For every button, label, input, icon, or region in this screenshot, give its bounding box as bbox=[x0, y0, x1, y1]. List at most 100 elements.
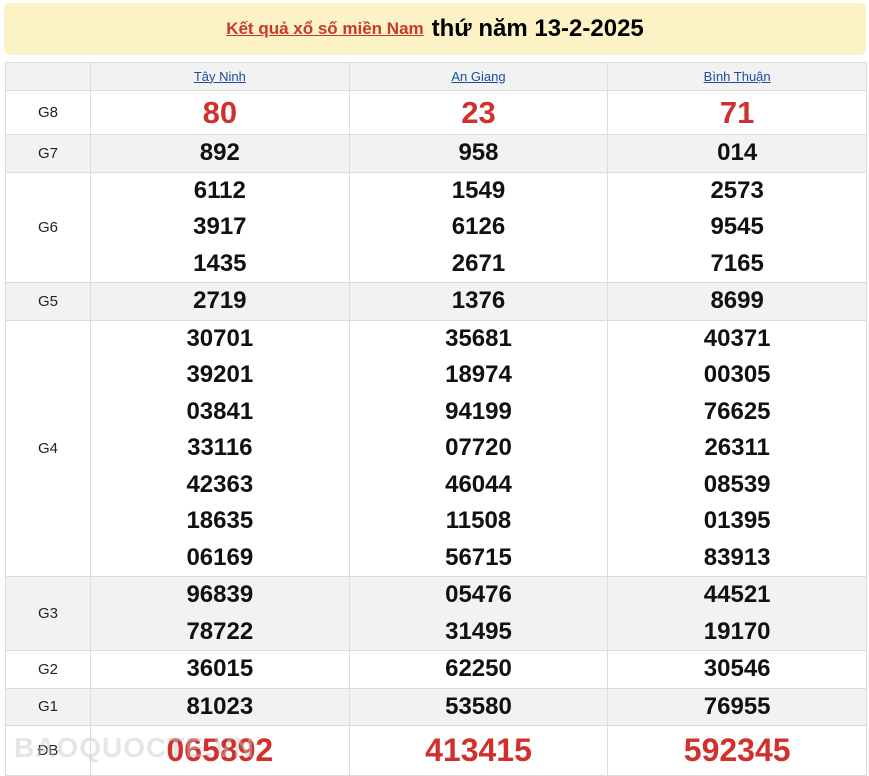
province-link-tay-ninh[interactable]: Tây Ninh bbox=[193, 68, 246, 84]
prize-cell: 30546 bbox=[607, 650, 867, 689]
prize-number: 1376 bbox=[451, 287, 506, 314]
prize-cell: 40371 00305 76625 26311 08539 01395 83913 bbox=[607, 319, 867, 577]
prize-cell: 014 bbox=[607, 134, 867, 173]
prize-number: 08539 bbox=[703, 470, 771, 498]
prize-number: 18635 bbox=[186, 507, 254, 534]
prize-cell: 892 bbox=[90, 134, 350, 173]
prize-number: 07720 bbox=[445, 434, 512, 461]
prize-row-g7: G7 892 958 014 bbox=[5, 134, 867, 173]
prize-row-g4: G4 30701 39201 03841 33116 42363 18635 06169 356… bbox=[5, 319, 867, 577]
prize-cell: 80 bbox=[90, 90, 350, 135]
prize-number: 6112 bbox=[193, 176, 246, 204]
prize-row-g8: G8 80 23 71 bbox=[5, 90, 867, 135]
prize-cell: 96839 78722 bbox=[90, 576, 350, 651]
results-title-bar: Kết quả xổ số miền Nam thứ năm 13-2-2025 bbox=[4, 3, 866, 55]
prize-cell: 1549 6126 2671 bbox=[348, 171, 609, 283]
prize-number: 81023 bbox=[186, 692, 254, 720]
prize-number: 065892 bbox=[166, 732, 274, 768]
prize-cell: 44521 19170 bbox=[607, 576, 867, 651]
prize-label: G3 bbox=[5, 576, 91, 651]
prize-cell: 81023 bbox=[90, 687, 350, 726]
results-title-link[interactable]: Kết quả xổ số miền Nam bbox=[226, 19, 424, 38]
prize-cell: 36015 bbox=[90, 650, 350, 689]
prize-number: 76625 bbox=[703, 397, 771, 425]
prize-cell: 23 bbox=[348, 90, 609, 135]
prize-label: G7 bbox=[5, 134, 91, 173]
prize-number: 71 bbox=[719, 95, 755, 130]
prize-number: 11508 bbox=[445, 507, 512, 534]
prize-number: 9545 bbox=[710, 213, 764, 240]
prize-label: ĐB bbox=[5, 725, 91, 776]
prize-label: G6 bbox=[5, 171, 91, 283]
prize-number: 6126 bbox=[451, 213, 506, 240]
prize-number: 7165 bbox=[710, 249, 764, 277]
prize-cell: 958 bbox=[348, 134, 609, 173]
prize-number: 53580 bbox=[445, 692, 512, 720]
prize-cell: 592345 bbox=[607, 725, 867, 776]
prize-number: 03841 bbox=[186, 397, 254, 425]
prize-row-g2: G2 36015 62250 30546 bbox=[5, 650, 867, 689]
prize-number: 33116 bbox=[187, 434, 253, 461]
prize-number: 2573 bbox=[710, 176, 764, 204]
prize-number: 05476 bbox=[445, 581, 512, 608]
prize-number: 62250 bbox=[445, 655, 512, 682]
prize-number: 1549 bbox=[451, 176, 506, 204]
prize-number: 2719 bbox=[193, 287, 247, 314]
prize-cell: 413415 bbox=[348, 725, 609, 776]
prize-row-g6: G6 6112 3917 1435 1549 6126 2671 2573 9545 7165 bbox=[5, 171, 867, 283]
prize-number: 413415 bbox=[425, 732, 532, 768]
prize-number: 18974 bbox=[445, 361, 512, 388]
prize-label: G8 bbox=[5, 90, 91, 135]
prize-label: G5 bbox=[5, 282, 91, 321]
prize-number: 39201 bbox=[186, 361, 254, 388]
prize-cell: 62250 bbox=[348, 650, 609, 689]
prize-row-g3: G3 96839 78722 05476 31495 44521 19170 bbox=[5, 576, 867, 651]
prize-number: 892 bbox=[199, 139, 240, 166]
prize-number: 958 bbox=[458, 139, 499, 166]
prize-number: 76955 bbox=[703, 692, 771, 720]
results-table: Tây Ninh An Giang Bình Thuận G8 80 23 71 G7 8… bbox=[5, 62, 867, 776]
prize-cell: 53580 bbox=[348, 687, 609, 726]
prize-number: 23 bbox=[461, 95, 496, 130]
prize-label: G1 bbox=[5, 687, 91, 726]
prize-number: 31495 bbox=[445, 617, 512, 645]
prize-number: 94199 bbox=[445, 397, 512, 425]
prize-number: 00305 bbox=[703, 361, 771, 388]
prize-row-g5: G5 2719 1376 8699 bbox=[5, 282, 867, 321]
prize-number: 83913 bbox=[703, 543, 771, 571]
prize-number: 2671 bbox=[451, 249, 506, 277]
prize-cell: 71 bbox=[607, 90, 867, 135]
prize-number: 30546 bbox=[703, 655, 771, 682]
prize-number: 35681 bbox=[445, 324, 512, 352]
province-link-an-giang[interactable]: An Giang bbox=[451, 68, 506, 84]
prize-cell: 30701 39201 03841 33116 42363 18635 06169 bbox=[90, 319, 350, 577]
province-header-row: Tây Ninh An Giang Bình Thuận bbox=[5, 62, 867, 91]
prize-number: 1435 bbox=[193, 249, 247, 277]
prize-cell: 2719 bbox=[90, 282, 350, 321]
prize-row-db: ĐB 065892 413415 592345 bbox=[5, 725, 867, 776]
prize-number: 26311 bbox=[704, 434, 770, 461]
prize-cell: 05476 31495 bbox=[348, 576, 609, 651]
prize-label: G4 bbox=[5, 319, 91, 577]
prize-number: 592345 bbox=[683, 732, 791, 768]
prize-number: 96839 bbox=[186, 581, 254, 608]
prize-number: 78722 bbox=[186, 617, 254, 645]
prize-number: 36015 bbox=[186, 655, 254, 682]
results-date: thứ năm 13-2-2025 bbox=[431, 15, 644, 42]
prize-number: 44521 bbox=[703, 581, 771, 608]
prize-row-g1: G1 81023 53580 76955 bbox=[5, 687, 867, 726]
prize-label: G2 bbox=[5, 650, 91, 689]
header-empty-cell bbox=[5, 62, 91, 91]
province-link-binh-thuan[interactable]: Bình Thuận bbox=[703, 68, 771, 84]
prize-number: 46044 bbox=[445, 470, 512, 498]
prize-cell: 065892 bbox=[90, 725, 350, 776]
prize-cell: 35681 18974 94199 07720 46044 11508 56715 bbox=[348, 319, 609, 577]
prize-number: 3917 bbox=[193, 213, 247, 240]
prize-number: 19170 bbox=[703, 617, 771, 645]
prize-cell: 2573 9545 7165 bbox=[607, 171, 867, 283]
prize-cell: 1376 bbox=[348, 282, 609, 321]
prize-number: 014 bbox=[717, 139, 758, 166]
prize-number: 01395 bbox=[703, 507, 771, 534]
prize-number: 80 bbox=[202, 95, 238, 130]
prize-number: 8699 bbox=[710, 287, 764, 314]
